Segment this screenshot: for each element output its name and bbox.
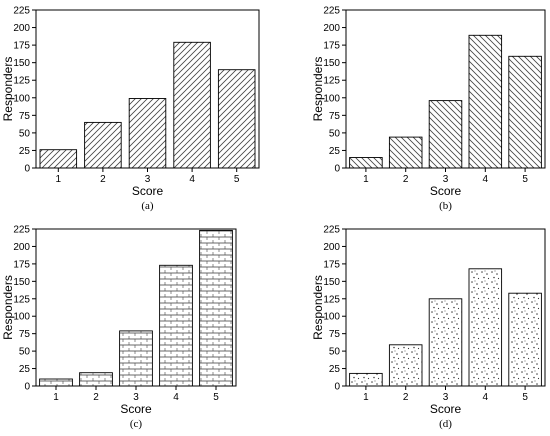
x-tick-label: 2 bbox=[100, 174, 106, 185]
bar-score-2 bbox=[79, 372, 113, 387]
bar-score-5 bbox=[199, 229, 233, 387]
x-tick-label: 1 bbox=[363, 392, 369, 403]
y-tick-label: 150 bbox=[13, 58, 30, 69]
bar-score-4 bbox=[159, 264, 193, 387]
y-tick-label: 25 bbox=[19, 146, 31, 157]
y-tick-label: 175 bbox=[13, 41, 30, 52]
y-tick-label: 100 bbox=[323, 312, 340, 323]
y-tick-label: 200 bbox=[323, 242, 340, 253]
x-tick-label: 4 bbox=[483, 174, 489, 185]
y-axis-title: Responders bbox=[1, 275, 15, 340]
bar-score-2 bbox=[388, 136, 423, 169]
y-tick-label: 50 bbox=[19, 347, 31, 358]
chart-panel-b: 0 25 50 75 100 125 150 175 200 225 1 2 3 4 5 Score Respo… bbox=[311, 6, 546, 212]
y-tick-label: 100 bbox=[13, 312, 30, 323]
x-tick-label: 2 bbox=[93, 392, 99, 403]
panel-caption: (a) bbox=[141, 200, 154, 212]
panel-caption: (c) bbox=[130, 418, 143, 430]
y-tick-label: 150 bbox=[323, 277, 340, 288]
y-tick-label: 50 bbox=[329, 128, 341, 139]
bar-score-3 bbox=[428, 298, 463, 387]
x-tick-label: 4 bbox=[189, 174, 195, 185]
x-axis-title: Score bbox=[430, 402, 462, 416]
y-tick-label: 225 bbox=[13, 225, 30, 236]
x-axis-title: Score bbox=[132, 184, 164, 198]
bar-score-2 bbox=[388, 344, 423, 387]
chart-panel-a: 0 25 50 75 100 125 150 175 200 225 1 2 3 4 5 Score Respo… bbox=[1, 6, 260, 212]
chart-panel-d: 0 25 50 75 100 125 150 175 200 225 1 2 3 4 5 Score Respo… bbox=[311, 225, 546, 430]
bar-score-5 bbox=[508, 55, 542, 169]
x-tick-label: 5 bbox=[213, 392, 219, 403]
x-tick-label: 5 bbox=[522, 174, 528, 185]
y-tick-label: 75 bbox=[329, 329, 341, 340]
x-axis-title: Score bbox=[430, 184, 462, 198]
chart-panel-c: 0 25 50 75 100 125 150 175 200 225 1 2 3 4 5 Score Respo… bbox=[1, 225, 237, 430]
bar-score-1 bbox=[349, 372, 383, 387]
y-tick-label: 100 bbox=[13, 93, 30, 104]
y-tick-label: 25 bbox=[329, 364, 341, 375]
y-tick-label: 0 bbox=[334, 382, 340, 393]
x-tick-label: 1 bbox=[363, 174, 369, 185]
y-tick-label: 175 bbox=[13, 259, 30, 270]
y-tick-label: 25 bbox=[329, 146, 341, 157]
x-tick-label: 2 bbox=[403, 174, 409, 185]
y-tick-label: 200 bbox=[323, 23, 340, 34]
y-axis-title: Responders bbox=[311, 57, 325, 122]
bar-score-2 bbox=[84, 121, 122, 169]
y-tick-label: 100 bbox=[323, 93, 340, 104]
bar-score-4 bbox=[468, 34, 503, 169]
x-tick-label: 4 bbox=[483, 392, 489, 403]
bar-score-3 bbox=[119, 330, 153, 387]
bar-score-1 bbox=[39, 378, 73, 387]
y-tick-label: 150 bbox=[13, 277, 30, 288]
x-tick-label: 1 bbox=[53, 392, 59, 403]
y-tick-label: 75 bbox=[19, 111, 31, 122]
y-tick-label: 125 bbox=[13, 76, 30, 87]
y-tick-label: 225 bbox=[13, 6, 30, 17]
y-tick-label: 125 bbox=[13, 294, 30, 305]
x-tick-label: 3 bbox=[133, 392, 139, 403]
x-tick-label: 5 bbox=[234, 174, 240, 185]
y-tick-label: 150 bbox=[323, 58, 340, 69]
bar-score-1 bbox=[349, 157, 383, 169]
panel-caption: (d) bbox=[439, 418, 452, 430]
y-tick-label: 175 bbox=[323, 41, 340, 52]
x-tick-label: 3 bbox=[443, 174, 449, 185]
y-tick-label: 0 bbox=[24, 382, 30, 393]
x-tick-label: 4 bbox=[173, 392, 179, 403]
bar-score-5 bbox=[508, 292, 542, 387]
y-tick-label: 25 bbox=[19, 364, 31, 375]
y-tick-label: 200 bbox=[13, 23, 30, 34]
y-tick-label: 225 bbox=[323, 6, 340, 17]
y-tick-label: 200 bbox=[13, 242, 30, 253]
x-tick-label: 3 bbox=[443, 392, 449, 403]
y-tick-label: 0 bbox=[334, 164, 340, 175]
y-tick-label: 50 bbox=[329, 347, 341, 358]
x-tick-label: 2 bbox=[403, 392, 409, 403]
bar-score-5 bbox=[217, 69, 256, 169]
y-tick-label: 75 bbox=[329, 111, 341, 122]
y-tick-label: 225 bbox=[323, 225, 340, 236]
y-tick-label: 50 bbox=[19, 128, 31, 139]
bar-score-4 bbox=[173, 41, 211, 169]
x-tick-label: 5 bbox=[522, 392, 528, 403]
y-axis-title: Responders bbox=[1, 57, 15, 122]
y-tick-label: 175 bbox=[323, 259, 340, 270]
y-tick-label: 75 bbox=[19, 329, 31, 340]
x-tick-label: 1 bbox=[56, 174, 62, 185]
y-tick-label: 125 bbox=[323, 294, 340, 305]
x-tick-label: 3 bbox=[145, 174, 151, 185]
x-axis-title: Score bbox=[120, 402, 152, 416]
bar-score-3 bbox=[128, 98, 167, 169]
bar-score-3 bbox=[428, 100, 463, 169]
bar-score-1 bbox=[39, 149, 78, 169]
bar-score-4 bbox=[468, 268, 503, 387]
y-axis-title: Responders bbox=[311, 275, 325, 340]
panel-caption: (b) bbox=[439, 200, 452, 212]
y-tick-label: 125 bbox=[323, 76, 340, 87]
y-tick-label: 0 bbox=[24, 164, 30, 175]
